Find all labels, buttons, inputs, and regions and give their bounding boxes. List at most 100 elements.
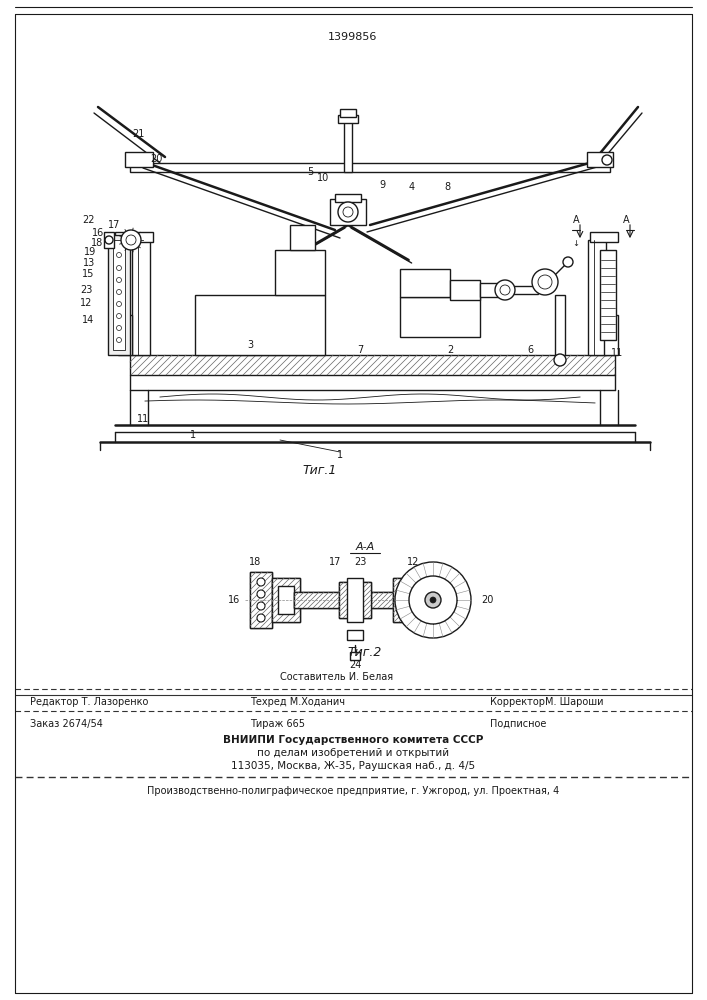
Text: 11: 11 xyxy=(137,414,149,424)
Text: 2: 2 xyxy=(447,345,453,355)
Text: 6: 6 xyxy=(527,345,533,355)
Circle shape xyxy=(495,280,515,300)
Circle shape xyxy=(430,597,436,603)
Text: 17: 17 xyxy=(108,220,120,230)
Circle shape xyxy=(532,269,558,295)
Bar xyxy=(108,235,130,355)
Bar xyxy=(480,283,498,297)
Text: 19: 19 xyxy=(83,247,96,257)
Text: Тираж 665: Тираж 665 xyxy=(250,719,305,729)
Text: A: A xyxy=(623,215,629,225)
Text: Производственно-полиграфическое предприятие, г. Ужгород, ул. Проектная, 4: Производственно-полиграфическое предприя… xyxy=(147,786,559,796)
Text: 1: 1 xyxy=(337,450,343,460)
Text: 4: 4 xyxy=(409,182,415,192)
Bar xyxy=(347,578,363,622)
Bar xyxy=(290,225,315,250)
Text: 15: 15 xyxy=(81,269,94,279)
Circle shape xyxy=(257,614,265,622)
Bar xyxy=(125,152,153,167)
Text: 20: 20 xyxy=(481,595,493,605)
Text: Τиг.2: Τиг.2 xyxy=(348,646,382,658)
Text: Заказ 2674/54: Заказ 2674/54 xyxy=(30,719,103,729)
Bar xyxy=(393,578,403,622)
Text: 18: 18 xyxy=(249,557,261,567)
Bar xyxy=(347,630,363,640)
Bar xyxy=(587,152,613,167)
Text: Техред М.Ходанич: Техред М.Ходанич xyxy=(250,697,345,707)
Text: 5: 5 xyxy=(307,167,313,177)
Circle shape xyxy=(257,578,265,586)
Text: 12: 12 xyxy=(80,298,92,308)
Bar xyxy=(400,297,480,337)
Bar xyxy=(339,582,371,618)
Bar xyxy=(104,232,114,248)
Text: 1399856: 1399856 xyxy=(328,32,378,42)
Text: 18: 18 xyxy=(90,238,103,248)
Bar xyxy=(555,295,565,355)
Circle shape xyxy=(117,326,122,330)
Text: 10: 10 xyxy=(317,173,329,183)
Circle shape xyxy=(554,354,566,366)
Text: 11: 11 xyxy=(611,348,623,358)
Circle shape xyxy=(117,314,122,318)
Circle shape xyxy=(117,290,122,294)
Bar xyxy=(294,592,397,608)
Bar xyxy=(130,355,615,375)
Text: Составитель И. Белая: Составитель И. Белая xyxy=(280,672,393,682)
Circle shape xyxy=(425,592,441,608)
Circle shape xyxy=(117,338,122,342)
Circle shape xyxy=(602,155,612,165)
Bar xyxy=(604,315,618,355)
Text: 3: 3 xyxy=(247,340,253,350)
Circle shape xyxy=(117,265,122,270)
Text: 23: 23 xyxy=(81,285,93,295)
Text: Редактор Т. Лазоренко: Редактор Т. Лазоренко xyxy=(30,697,148,707)
Text: 21: 21 xyxy=(132,129,144,139)
Text: по делам изобретений и открытий: по делам изобретений и открытий xyxy=(257,748,449,758)
Text: 12: 12 xyxy=(407,557,419,567)
Bar xyxy=(393,578,403,622)
Text: 8: 8 xyxy=(444,182,450,192)
Circle shape xyxy=(117,277,122,282)
Circle shape xyxy=(409,576,457,624)
Bar xyxy=(113,240,125,350)
Bar xyxy=(195,295,325,355)
Bar xyxy=(272,578,300,622)
Bar xyxy=(294,592,397,608)
Bar xyxy=(330,199,366,225)
Text: 14: 14 xyxy=(82,315,94,325)
Text: 20: 20 xyxy=(150,154,162,164)
Text: 16: 16 xyxy=(92,228,104,238)
Bar xyxy=(350,652,360,660)
Text: Подписное: Подписное xyxy=(490,719,547,729)
Circle shape xyxy=(395,562,471,638)
Text: 13: 13 xyxy=(83,258,95,268)
Bar xyxy=(339,582,371,618)
Bar xyxy=(115,232,153,242)
Bar xyxy=(335,194,361,202)
Bar xyxy=(600,250,616,340)
Text: 17: 17 xyxy=(329,557,341,567)
Bar xyxy=(132,240,150,355)
Text: 113035, Москва, Ж-35, Раушская наб., д. 4/5: 113035, Москва, Ж-35, Раушская наб., д. … xyxy=(231,761,475,771)
Bar xyxy=(513,286,538,294)
Text: ВНИИПИ Государственного комитета СССР: ВНИИПИ Государственного комитета СССР xyxy=(223,735,483,745)
Circle shape xyxy=(257,590,265,598)
Text: 7: 7 xyxy=(357,345,363,355)
Bar xyxy=(450,280,480,300)
Bar xyxy=(338,115,358,123)
Text: 9: 9 xyxy=(379,180,385,190)
Bar xyxy=(275,250,325,295)
Text: A: A xyxy=(573,215,579,225)
Text: 1: 1 xyxy=(190,430,196,440)
Bar xyxy=(344,117,352,172)
Circle shape xyxy=(117,302,122,306)
Bar xyxy=(250,572,272,628)
Bar xyxy=(250,572,272,628)
Text: A-A: A-A xyxy=(356,542,375,552)
Text: 16: 16 xyxy=(228,595,240,605)
Circle shape xyxy=(563,257,573,267)
Text: КорректорМ. Шароши: КорректорМ. Шароши xyxy=(490,697,604,707)
Circle shape xyxy=(117,252,122,257)
Circle shape xyxy=(257,602,265,610)
